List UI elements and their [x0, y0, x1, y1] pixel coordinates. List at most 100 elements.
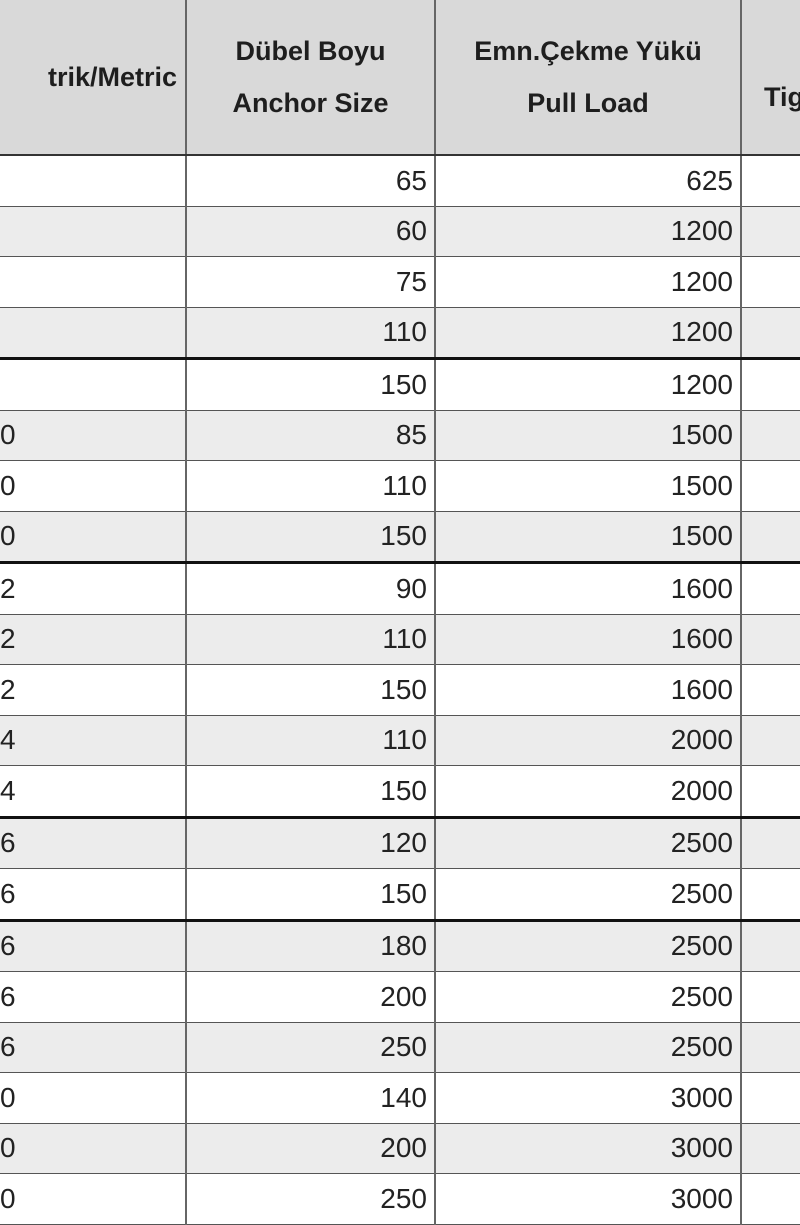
metric-cell: 6 — [0, 1022, 187, 1073]
anchor-size-cell: 60 — [186, 206, 436, 257]
pull-load-cell: 2500 — [435, 868, 742, 922]
tightening-cell — [741, 1022, 800, 1073]
header-metric: trik/Metric — [0, 0, 187, 156]
pull-load-cell: 2000 — [435, 765, 742, 819]
tightening-cell — [741, 511, 800, 564]
tightening-cell — [741, 971, 800, 1023]
tightening-cell — [741, 410, 800, 461]
pull-load-cell: 2500 — [435, 920, 742, 972]
metric-cell — [0, 307, 187, 360]
metric-cell: 0 — [0, 1072, 187, 1124]
anchor-size-cell: 150 — [186, 765, 436, 819]
pull-load-cell: 1200 — [435, 256, 742, 308]
tightening-cell — [741, 358, 800, 411]
metric-cell: 0 — [0, 460, 187, 512]
tightening-cell — [741, 765, 800, 819]
metric-cell — [0, 206, 187, 257]
pull-load-cell: 1200 — [435, 307, 742, 360]
table-row: 0 140 3000 — [0, 1072, 800, 1124]
anchor-size-cell: 150 — [186, 511, 436, 564]
anchor-size-cell: 150 — [186, 664, 436, 716]
tightening-cell — [741, 920, 800, 972]
header-anchor-size-tr: Dübel Boyu — [235, 36, 386, 66]
tightening-cell — [741, 817, 800, 869]
anchor-size-cell: 200 — [186, 971, 436, 1023]
table-row: 6 120 2500 — [0, 817, 800, 869]
tightening-cell — [741, 1123, 800, 1174]
pull-load-cell: 3000 — [435, 1123, 742, 1174]
tightening-cell — [741, 664, 800, 716]
metric-cell: 6 — [0, 920, 187, 972]
pull-load-cell: 1600 — [435, 614, 742, 665]
anchor-size-cell: 150 — [186, 358, 436, 411]
table-row: 4 150 2000 — [0, 765, 800, 819]
anchor-size-cell: 250 — [186, 1022, 436, 1073]
pull-load-cell: 2500 — [435, 817, 742, 869]
header-anchor-size: Dübel Boyu Anchor Size — [186, 0, 436, 156]
anchor-size-cell: 110 — [186, 715, 436, 766]
header-anchor-size-en: Anchor Size — [232, 88, 389, 118]
pull-load-cell: 625 — [435, 155, 742, 207]
header-pull-load: Emn.Çekme Yükü Pull Load — [435, 0, 742, 156]
table-row: 110 1200 — [0, 307, 800, 360]
pull-load-cell: 1500 — [435, 410, 742, 461]
anchor-size-cell: 120 — [186, 817, 436, 869]
table-row: 75 1200 — [0, 256, 800, 308]
pull-load-cell: 1600 — [435, 664, 742, 716]
header-row: trik/Metric Dübel Boyu Anchor Size Emn.Çe… — [0, 0, 800, 156]
metric-cell: 4 — [0, 715, 187, 766]
header-pull-load-tr: Emn.Çekme Yükü — [474, 36, 702, 66]
tightening-cell — [741, 562, 800, 615]
pull-load-cell: 3000 — [435, 1173, 742, 1225]
anchor-size-cell: 90 — [186, 562, 436, 615]
tightening-cell — [741, 307, 800, 360]
pull-load-cell: 2500 — [435, 971, 742, 1023]
metric-cell: 0 — [0, 1173, 187, 1225]
table-body: 65 625 60 1200 75 1200 110 1200 150 1200 0 85 1500 0 1… — [0, 155, 800, 1225]
table-row: 0 200 3000 — [0, 1123, 800, 1174]
pull-load-cell: 1200 — [435, 206, 742, 257]
metric-cell — [0, 155, 187, 207]
pull-load-cell: 2500 — [435, 1022, 742, 1073]
tightening-cell — [741, 1072, 800, 1124]
table-row: 65 625 — [0, 155, 800, 207]
table-row: 6 250 2500 — [0, 1022, 800, 1073]
metric-cell: 2 — [0, 614, 187, 665]
metric-cell: 6 — [0, 868, 187, 922]
metric-cell: 0 — [0, 511, 187, 564]
anchor-size-cell: 180 — [186, 920, 436, 972]
metric-cell: 0 — [0, 410, 187, 461]
anchor-size-cell: 200 — [186, 1123, 436, 1174]
table-row: 6 180 2500 — [0, 920, 800, 972]
table-row: 150 1200 — [0, 358, 800, 411]
header-tightening: Tig — [741, 0, 800, 156]
metric-cell — [0, 358, 187, 411]
pull-load-cell: 2000 — [435, 715, 742, 766]
pull-load-cell: 3000 — [435, 1072, 742, 1124]
table-row: 0 85 1500 — [0, 410, 800, 461]
metric-cell — [0, 256, 187, 308]
tightening-cell — [741, 155, 800, 207]
metric-cell: 2 — [0, 562, 187, 615]
table-row: 6 150 2500 — [0, 868, 800, 922]
pull-load-cell: 1500 — [435, 511, 742, 564]
anchor-size-cell: 85 — [186, 410, 436, 461]
metric-cell: 4 — [0, 765, 187, 819]
table-row: 6 200 2500 — [0, 971, 800, 1023]
table-row: 0 150 1500 — [0, 511, 800, 564]
table-row: 2 90 1600 — [0, 562, 800, 615]
anchor-size-cell: 110 — [186, 307, 436, 360]
metric-cell: 0 — [0, 1123, 187, 1174]
table-row: 0 110 1500 — [0, 460, 800, 512]
table-row: 2 110 1600 — [0, 614, 800, 665]
pull-load-cell: 1600 — [435, 562, 742, 615]
anchor-size-cell: 75 — [186, 256, 436, 308]
table-row: 60 1200 — [0, 206, 800, 257]
pull-load-cell: 1200 — [435, 358, 742, 411]
tightening-cell — [741, 460, 800, 512]
anchor-size-cell: 65 — [186, 155, 436, 207]
tightening-cell — [741, 256, 800, 308]
tightening-cell — [741, 206, 800, 257]
metric-cell: 6 — [0, 817, 187, 869]
tightening-cell — [741, 868, 800, 922]
